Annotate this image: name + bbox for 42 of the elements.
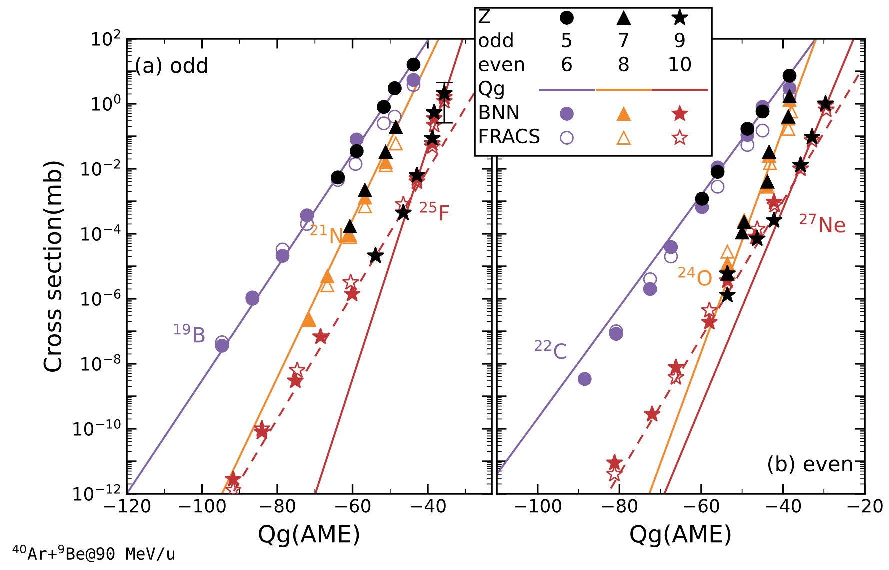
text: 9 [58, 544, 64, 554]
annotation: $^{21}$N [310, 224, 342, 244]
x-tick-label: −80 [260, 499, 296, 513]
x-axis-title: Qg(AME) [259, 524, 360, 548]
annotation: even [479, 60, 524, 72]
text: 9 [675, 32, 685, 48]
x-tick-label: −100 [179, 499, 226, 513]
legend-label: BNN [480, 105, 519, 120]
annotation: $^{27}$Ne [800, 214, 846, 233]
x-tick-label: −60 [684, 499, 720, 513]
y-tick-label: 10$^{−8}$ [82, 354, 121, 371]
y-tick-label: 10$^{−10}$ [74, 419, 121, 436]
y-tick-label: 10$^{−4}$ [82, 224, 121, 241]
x-tick-label: −80 [602, 499, 638, 513]
text: Z [478, 9, 490, 24]
annotation: odd [479, 32, 513, 48]
annotation: 10 [670, 56, 692, 72]
x-tick-label: −20 [848, 499, 883, 513]
x-tick-label: −60 [336, 499, 371, 513]
annotation: (b) even [768, 456, 852, 474]
annotation: 6 [562, 56, 572, 72]
annotation: 8 [619, 56, 629, 72]
annotation: (a) odd [136, 57, 208, 76]
annotation: $^{24}$O [678, 266, 712, 286]
x-tick-label: −100 [515, 499, 562, 513]
y-tick-label: 10$^{−12}$ [74, 484, 120, 501]
x-axis-title: Qg(AME) [630, 524, 731, 548]
x-tick-label: −120 [104, 499, 151, 513]
annotation: 7 [619, 33, 629, 48]
y-tick-label: 10$^{−6}$ [82, 289, 121, 306]
y-axis-title: Cross section(mb) [43, 162, 64, 372]
legend-label: Qg [479, 80, 504, 100]
legend-label: FRACS [480, 128, 540, 144]
annotation: $^{25}$F [420, 202, 450, 221]
annotation: $^{22}$C [535, 340, 567, 360]
annotation: $^{19}$B [174, 324, 205, 343]
x-tick-label: −40 [766, 499, 802, 513]
x-tick-label: −40 [410, 499, 446, 513]
y-tick-label: 10$^{−2}$ [82, 159, 120, 176]
y-tick-label: 10$^{2}$ [92, 29, 120, 46]
y-tick-label: 10$^{0}$ [92, 94, 121, 111]
annotation: 5 [562, 33, 572, 48]
